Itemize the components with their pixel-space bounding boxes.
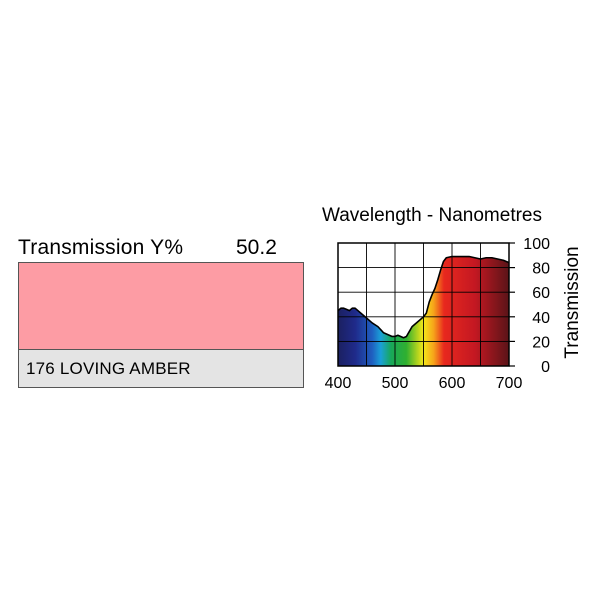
y-tick-label: 60 [532,285,550,302]
y-axis-label: Transmission [562,246,583,358]
x-tick-label: 400 [325,375,352,392]
y-tick-label: 80 [532,261,550,278]
x-tick-label: 600 [439,375,466,392]
transmission-value: 50.2 [236,236,277,259]
filter-name: 176 LOVING AMBER [26,358,191,378]
chart-grid [338,243,509,366]
y-tick-label: 40 [532,310,550,327]
y-tick-label: 20 [532,334,550,351]
y-tick-label: 0 [541,359,550,376]
x-tick-label: 700 [496,375,523,392]
x-tick-label: 500 [382,375,409,392]
transmission-area [338,256,509,366]
transmission-curve [337,255,510,339]
plot-frame [337,242,510,367]
x-axis-ticks: 400 500 600 700 [325,375,523,392]
chart-title: Wavelength - Nanometres [322,205,543,226]
filter-name-box: 176 LOVING AMBER [18,350,304,388]
y-tick-label: 100 [523,236,550,253]
color-swatch [18,262,304,350]
y-axis-ticks: 0 20 40 60 80 100 [509,236,550,376]
transmission-label: Transmission Y% [18,236,184,259]
